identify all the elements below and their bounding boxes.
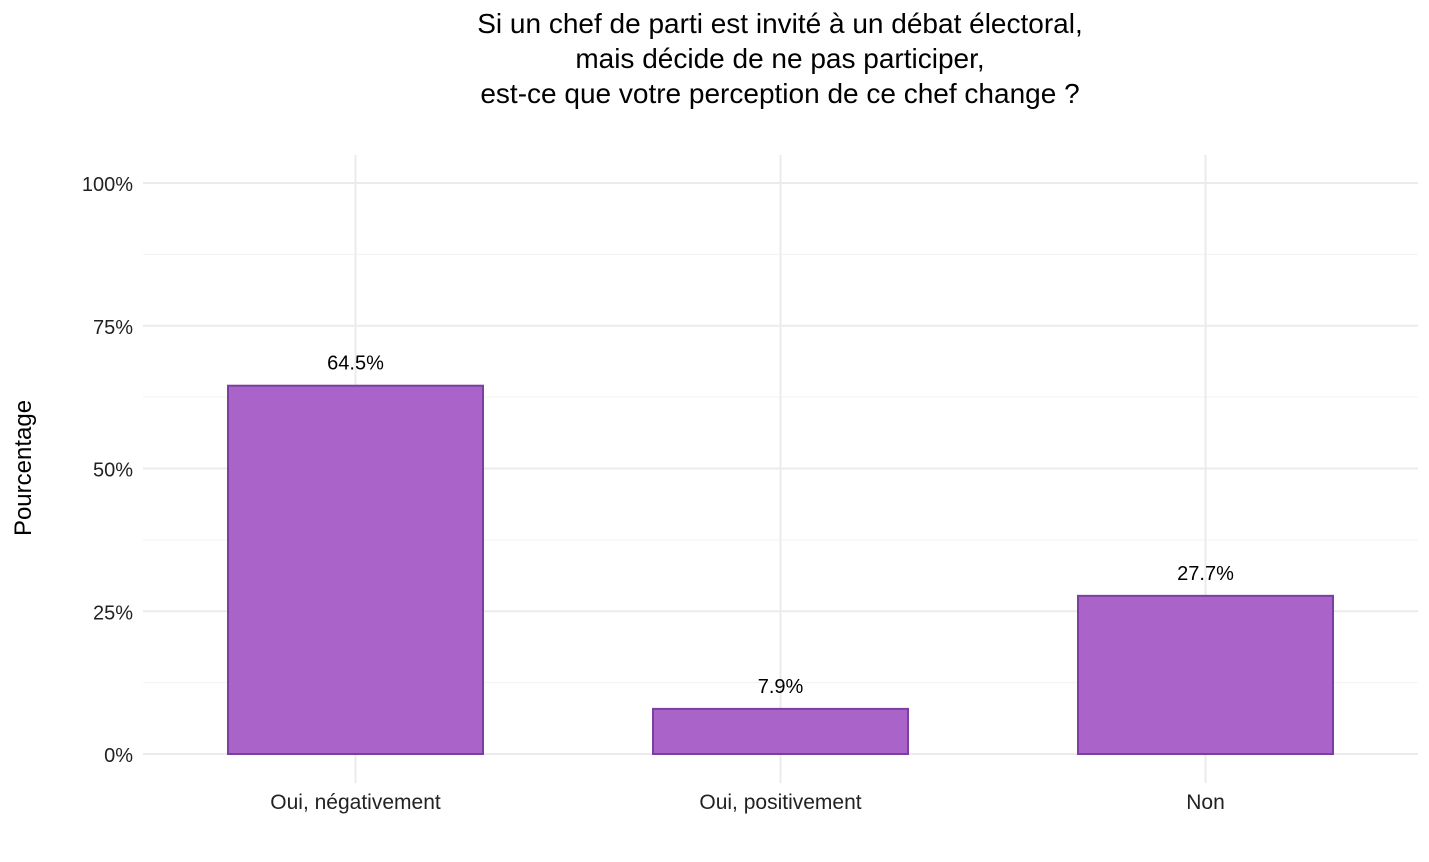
data-label: 64.5% <box>327 353 384 375</box>
title-line-1: Si un chef de parti est invité à un déba… <box>477 8 1083 39</box>
data-label: 7.9% <box>758 676 804 698</box>
y-tick-label: 50% <box>93 460 133 482</box>
bar <box>227 384 484 755</box>
y-axis-label: Pourcentage <box>10 400 37 536</box>
x-tick-label: Oui, négativement <box>270 791 441 814</box>
bar <box>652 707 909 755</box>
x-tick-label: Oui, positivement <box>699 791 861 814</box>
y-tick-label: 75% <box>93 317 133 339</box>
bar <box>1077 594 1334 756</box>
title-line-3: est-ce que votre perception de ce chef c… <box>480 78 1079 109</box>
y-tick-label: 0% <box>104 745 133 767</box>
y-tick-label: 25% <box>93 602 133 624</box>
x-tick-label: Non <box>1186 791 1225 814</box>
chart-title: Si un chef de parti est invité à un déba… <box>477 8 1083 109</box>
title-line-2: mais décide de ne pas participer, <box>575 43 984 74</box>
y-tick-label: 100% <box>82 174 133 196</box>
data-label: 27.7% <box>1177 563 1234 585</box>
